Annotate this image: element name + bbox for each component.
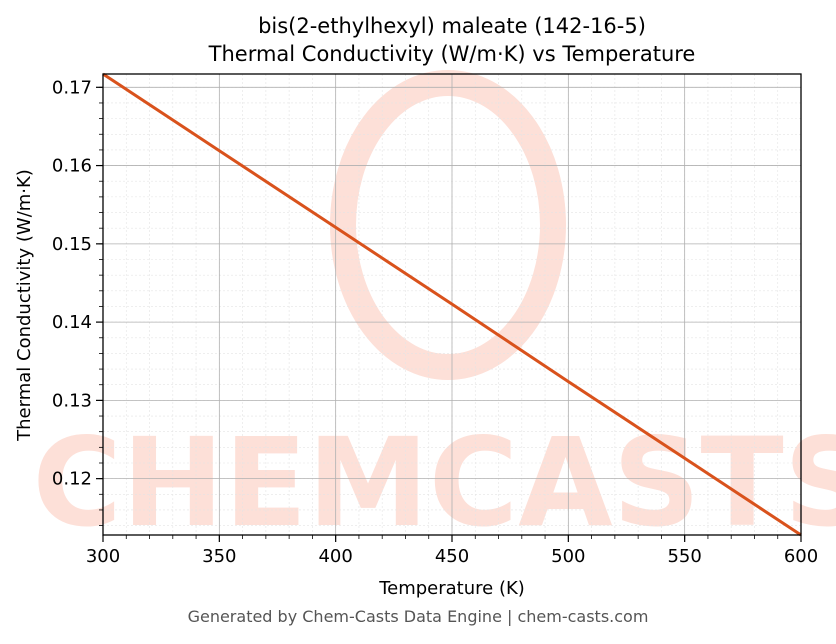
- y-tick-label: 0.13: [52, 390, 92, 411]
- x-tick-label: 350: [202, 546, 236, 567]
- x-axis-label: Temperature (K): [378, 578, 525, 599]
- y-axis-ticks: 0.12 0.13 0.14 0.15 0.16 0.17: [52, 77, 103, 527]
- y-tick-label: 0.12: [52, 469, 92, 490]
- y-tick-label: 0.15: [52, 234, 92, 255]
- x-tick-label: 600: [784, 546, 818, 567]
- thermal-conductivity-line: [102, 72, 802, 537]
- series-group: [102, 72, 802, 537]
- x-tick-label: 300: [86, 546, 120, 567]
- watermark-text: CHEMCASTS: [32, 412, 836, 554]
- x-tick-label: 400: [318, 546, 352, 567]
- watermark: CHEMCASTS: [32, 70, 836, 554]
- chart-title: bis(2-ethylhexyl) maleate (142-16-5): [258, 14, 646, 38]
- watermark-ring: [330, 70, 566, 380]
- y-tick-label: 0.14: [52, 312, 92, 333]
- y-tick-label: 0.16: [52, 156, 92, 177]
- x-tick-label: 450: [435, 546, 469, 567]
- y-axis-label: Thermal Conductivity (W/m·K): [14, 169, 35, 442]
- chart-subtitle: Thermal Conductivity (W/m·K) vs Temperat…: [208, 42, 696, 66]
- x-axis-ticks: 300 350 400 450 500 550 600: [86, 535, 818, 567]
- x-tick-label: 500: [551, 546, 585, 567]
- y-tick-label: 0.17: [52, 77, 92, 98]
- footer-credit: Generated by Chem-Casts Data Engine | ch…: [187, 607, 649, 626]
- x-tick-label: 550: [667, 546, 701, 567]
